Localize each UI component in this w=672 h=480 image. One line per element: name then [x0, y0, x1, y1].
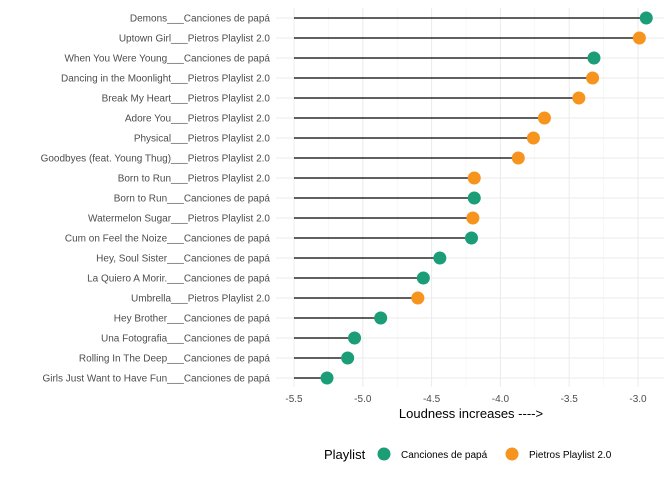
data-point [511, 151, 525, 165]
y-tick-label: Born to Run___Pietros Playlist 2.0 [118, 174, 271, 185]
y-tick-label: Cum on Feel the Noize___Canciones de pap… [65, 234, 271, 245]
data-point [639, 11, 653, 25]
legend-title: Playlist [324, 447, 366, 462]
x-tick-label: -3.0 [629, 394, 647, 405]
legend-key [505, 447, 519, 461]
y-tick-label: Watermelon Sugar___Pietros Playlist 2.0 [88, 214, 270, 225]
legend: Playlist Canciones de papá Pietros Playli… [324, 447, 612, 462]
y-tick-label: Rolling In The Deep___Canciones de papá [79, 354, 271, 365]
x-tick-label: -4.5 [423, 394, 441, 405]
data-point [433, 251, 447, 265]
y-tick-label: Adore You___Pietros Playlist 2.0 [125, 114, 271, 125]
data-point [320, 371, 334, 385]
legend-label: Canciones de papá [401, 450, 488, 461]
stems [294, 17, 647, 379]
x-tick-label: -5.5 [285, 394, 303, 405]
data-point [341, 351, 355, 365]
x-axis-title: Loudness increases ----> [399, 406, 543, 421]
y-tick-label: Girls Just Want to Have Fun___Canciones … [42, 374, 270, 385]
data-point [467, 191, 481, 205]
data-point [411, 291, 425, 305]
y-tick-label: Hey Brother___Canciones de papá [114, 314, 271, 325]
data-point [632, 31, 646, 45]
data-point [348, 331, 362, 345]
y-tick-label: Born to Run___Canciones de papá [114, 194, 271, 205]
data-point [526, 131, 540, 145]
data-point [467, 171, 481, 185]
y-tick-label: Dancing in the Moonlight___Pietros Playl… [61, 74, 270, 85]
legend-entries: Canciones de papá Pietros Playlist 2.0 [377, 447, 612, 461]
legend-key [377, 447, 391, 461]
y-tick-label: Uptown Girl___Pietros Playlist 2.0 [119, 34, 271, 45]
y-tick-label: Break My Heart___Pietros Playlist 2.0 [102, 94, 271, 105]
y-tick-labels: Demons___Canciones de papá Uptown Girl___… [41, 14, 271, 385]
y-tick-label: Goodbyes (feat. Young Thug)___Pietros Pl… [41, 154, 271, 165]
data-points [320, 11, 653, 385]
data-point [587, 51, 601, 65]
x-tick-label: -3.5 [561, 394, 579, 405]
y-tick-label: Una Fotografia___Canciones de papá [101, 334, 270, 345]
x-tick-labels: -5.5 -5.0 -4.5 -4.0 -3.5 -3.0 [285, 394, 647, 405]
y-tick-label: When You Were Young___Canciones de papá [64, 54, 270, 65]
data-point [466, 211, 480, 225]
x-tick-label: -4.0 [492, 394, 510, 405]
y-tick-label: Hey, Soul Sister___Canciones de papá [96, 254, 270, 265]
y-tick-label: Umbrella___Pietros Playlist 2.0 [131, 294, 270, 305]
x-tick-label: -5.0 [354, 394, 372, 405]
data-point [537, 111, 551, 125]
y-tick-label: Demons___Canciones de papá [130, 14, 271, 25]
data-point [374, 311, 388, 325]
y-tick-label: Physical___Pietros Playlist 2.0 [134, 134, 271, 145]
y-tick-label: La Quiero A Morir.___Canciones de papá [87, 274, 270, 285]
data-point [465, 231, 479, 245]
data-point [572, 91, 586, 105]
data-point [416, 271, 430, 285]
legend-label: Pietros Playlist 2.0 [529, 450, 612, 461]
data-point [586, 71, 600, 85]
